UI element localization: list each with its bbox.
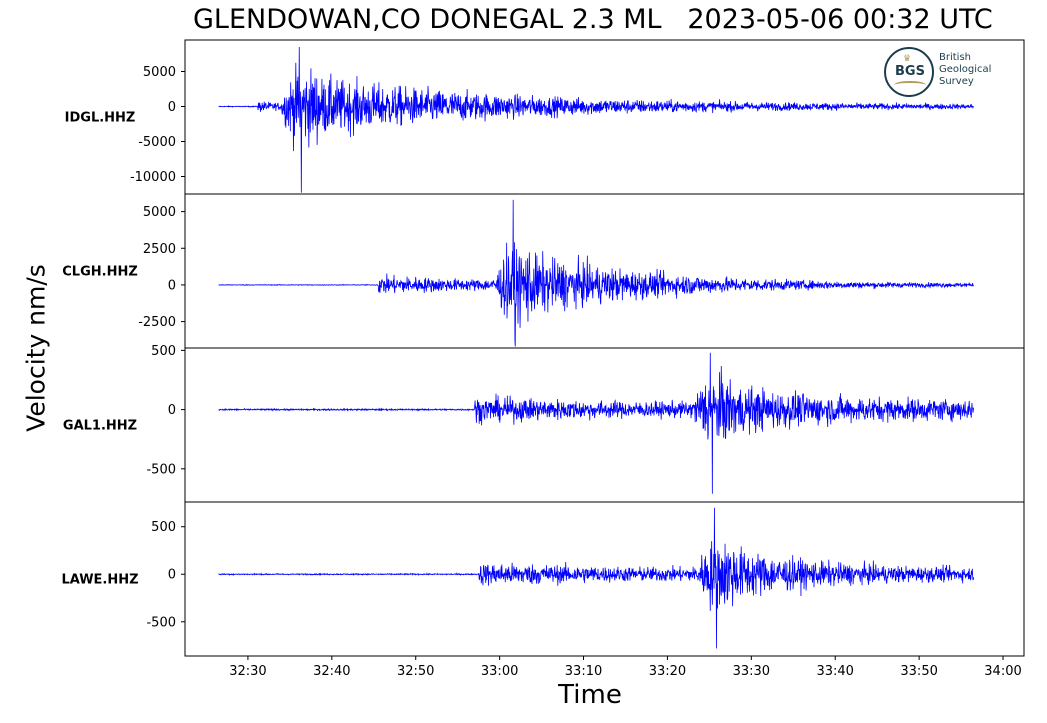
- bgs-logo: ♛ BGS British Geological Survey: [884, 47, 1006, 97]
- waveform-gal1-hhz: [218, 352, 975, 494]
- x-tick-label: 32:50: [397, 664, 434, 679]
- panel-clgh-hhz: 5000 2500 0 -2500 CLGH.HHZ: [62, 193, 1025, 349]
- y-tick-label: -500: [146, 462, 176, 477]
- panel-gal1-hhz: 500 0 -500 GAL1.HHZ: [63, 344, 1025, 503]
- logo-line-2: Geological: [939, 64, 992, 75]
- waveform-clgh-hhz: [218, 199, 974, 347]
- bgs-logo-wave: [894, 81, 926, 89]
- x-tick-label: 33:00: [481, 664, 518, 679]
- logo-line-1: British: [939, 52, 971, 63]
- y-tick-label: 500: [151, 520, 176, 535]
- panel-frame: [184, 193, 1025, 349]
- station-label: GAL1.HHZ: [63, 419, 137, 434]
- y-tick-label: 0: [168, 100, 176, 115]
- x-tick-label: 33:50: [900, 664, 937, 679]
- y-tick-label: 0: [168, 568, 176, 583]
- waveform-lawe-hhz: [218, 507, 975, 649]
- station-label: IDGL.HHZ: [65, 111, 136, 126]
- y-tick-label: 5000: [143, 205, 176, 220]
- y-tick-label: -2500: [138, 315, 176, 330]
- y-axis-label: Velocity nm/s: [21, 264, 51, 432]
- x-tick-label: 34:00: [984, 664, 1021, 679]
- x-tick-label: 33:40: [816, 664, 853, 679]
- panel-frame: [184, 347, 1025, 503]
- y-tick-label: -5000: [138, 135, 176, 150]
- x-tick-label: 32:30: [229, 664, 266, 679]
- y-tick-label: 500: [151, 344, 176, 359]
- waveform-idgl-hhz: [218, 46, 974, 193]
- x-tick-label: 33:30: [733, 664, 770, 679]
- y-tick-label: -10000: [130, 170, 176, 185]
- crown-icon: ♛: [903, 54, 912, 64]
- bgs-logo-mark: BGS: [895, 64, 925, 79]
- y-tick-label: 0: [168, 278, 176, 293]
- chart-title: GLENDOWAN,CO DONEGAL 2.3 ML 2023-05-06 0…: [193, 4, 993, 35]
- x-tick-label: 33:10: [565, 664, 602, 679]
- y-tick-label: 5000: [143, 65, 176, 80]
- y-tick-label: -500: [146, 615, 176, 630]
- panel-idgl-hhz: 5000 0 -5000 -10000 IDGL.HHZ: [65, 39, 1025, 195]
- y-tick-label: 2500: [143, 242, 176, 257]
- x-axis-label: Time: [558, 680, 622, 710]
- x-tick-label: 33:20: [649, 664, 686, 679]
- x-axis: 32:30 32:40 32:50 33:00 33:10 33:20 33:30 33:40…: [229, 656, 1022, 679]
- y-tick-label: 0: [168, 403, 176, 418]
- station-label: CLGH.HHZ: [62, 265, 138, 280]
- bgs-logo-circle: ♛ BGS: [884, 47, 934, 97]
- bgs-logo-text: British Geological Survey: [939, 52, 991, 88]
- logo-line-3: Survey: [939, 76, 974, 87]
- panels-group: 50000-5000-10000IDGL.HHZ500025000-2500CL…: [61, 39, 1025, 657]
- panel-frame: [184, 501, 1025, 657]
- panel-lawe-hhz: 500 0 -500 LAWE.HHZ: [61, 501, 1025, 657]
- station-label: LAWE.HHZ: [61, 573, 138, 588]
- x-tick-label: 32:40: [313, 664, 350, 679]
